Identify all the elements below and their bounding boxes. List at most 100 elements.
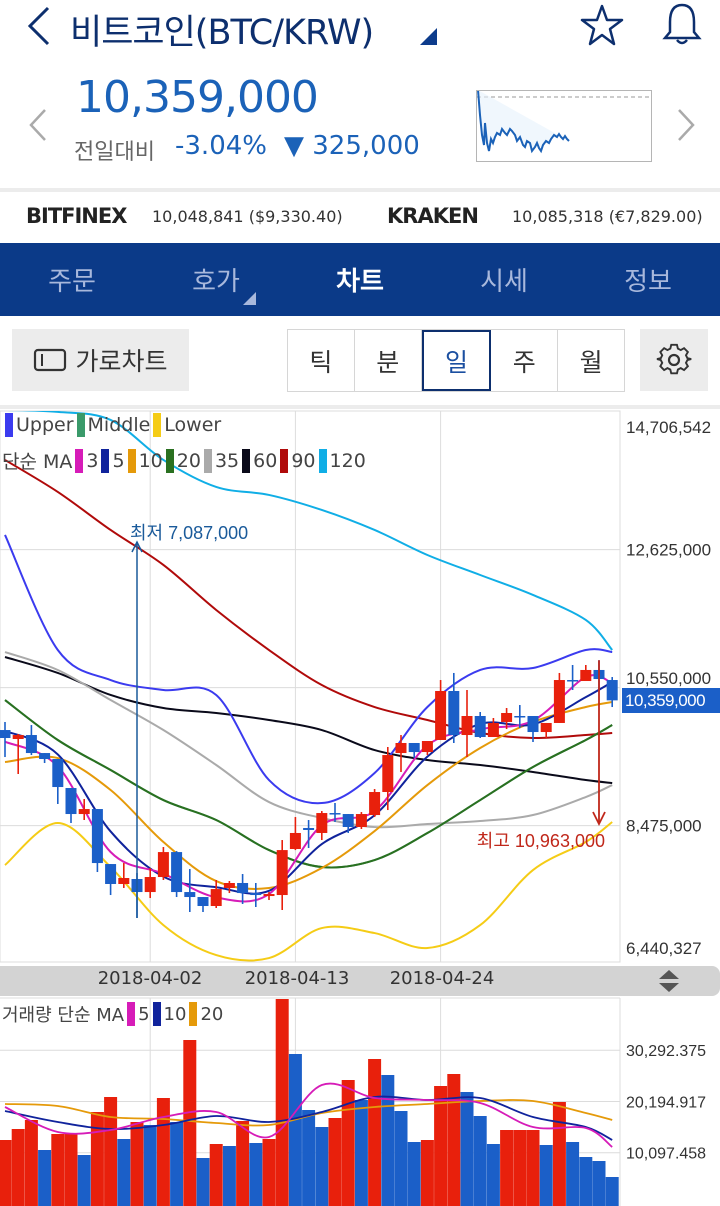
volume-bar <box>460 1092 474 1206</box>
next-coin-chevron-icon[interactable] <box>676 108 696 142</box>
candle-body <box>39 753 51 760</box>
volume-bar <box>539 1145 553 1206</box>
candle-body <box>105 864 117 884</box>
legend-ma3: 3 <box>86 449 99 472</box>
volume-bar <box>434 1086 448 1206</box>
ma-line-3 <box>4 674 613 903</box>
volume-ma-line-10 <box>4 1095 613 1141</box>
chart-settings-button[interactable] <box>640 329 708 391</box>
volume-plot <box>0 999 619 1206</box>
candle-body <box>65 788 77 815</box>
volume-bar <box>156 1098 170 1206</box>
star-icon[interactable] <box>580 4 624 46</box>
volume-bar <box>117 1139 131 1206</box>
previous-coin-chevron-icon[interactable] <box>28 108 48 142</box>
ma-line-60 <box>4 656 613 785</box>
price-tick: 8,475,000 <box>626 817 702 836</box>
landscape-chart-button[interactable]: 가로차트 <box>12 329 189 391</box>
candle-body <box>382 755 394 793</box>
candle-body <box>91 809 103 864</box>
ma-legend: 단순 MA 3 5 10 20 35 60 90 120 <box>2 447 366 474</box>
title-dropdown-caret-icon[interactable] <box>420 28 437 45</box>
candle-body <box>329 813 341 815</box>
tab-order[interactable]: 주문 <box>48 267 96 297</box>
gear-icon <box>656 343 692 375</box>
ma5-swatch <box>101 448 110 473</box>
tab-chart[interactable]: 차트 <box>336 267 384 297</box>
candle-body <box>355 814 367 827</box>
price-tick: 6,440,327 <box>626 939 702 958</box>
volume-ma-line-20 <box>4 1099 613 1127</box>
candle-body <box>237 882 249 894</box>
upper-swatch <box>5 413 13 437</box>
bell-icon[interactable] <box>662 2 702 46</box>
volume-bar <box>24 1120 38 1206</box>
ma120-swatch <box>318 448 327 473</box>
low-annotation-label: 최저 7,087,000 <box>130 523 248 543</box>
volume-bar <box>381 1075 395 1206</box>
volume-bar <box>315 1127 329 1206</box>
candle-body <box>118 878 130 884</box>
bollinger-legend: Upper Middle Lower <box>2 413 221 437</box>
period-day[interactable]: 일 <box>421 330 492 391</box>
ma-legend-title: 단순 MA <box>2 451 73 473</box>
volume-tick: 10,097.458 <box>626 1146 706 1163</box>
candle-body <box>52 759 64 788</box>
resize-handle-icon[interactable] <box>654 968 684 994</box>
period-week[interactable]: 주 <box>491 330 559 391</box>
candle-body <box>395 742 407 754</box>
tab-market[interactable]: 시세 <box>480 267 528 297</box>
tab-orderbook[interactable]: 호가 <box>192 267 240 297</box>
page-title[interactable]: 비트코인(BTC/KRW) <box>70 13 374 53</box>
price-plot <box>0 411 618 962</box>
date-axis-bar[interactable]: 2018-04-02 2018-04-13 2018-04-24 <box>0 966 720 996</box>
price-plot-frame <box>0 410 621 963</box>
volume-bar <box>288 1054 302 1206</box>
candle-body <box>250 893 262 896</box>
middle-swatch <box>76 413 85 437</box>
exchange-name-bitfinex: BITFINEX <box>26 204 127 228</box>
volume-bar <box>579 1157 593 1206</box>
legend-lower: Lower <box>164 414 222 436</box>
ma20-swatch <box>165 448 174 473</box>
lower-swatch <box>153 413 162 437</box>
mini-price-chart[interactable] <box>476 89 652 162</box>
legend-vol-ma10: 10 <box>163 1003 187 1025</box>
volume-legend: 거래량 단순 MA 5 10 20 <box>2 1001 223 1027</box>
landscape-chart-label: 가로차트 <box>75 347 168 376</box>
volume-tick: 30,292.375 <box>626 1043 706 1060</box>
period-month[interactable]: 월 <box>579 347 603 377</box>
volume-bar <box>196 1158 210 1206</box>
candle-body <box>144 877 156 893</box>
candle-body <box>0 730 11 739</box>
low-arrow-head <box>131 540 143 553</box>
candle-body <box>580 669 592 682</box>
candle-body <box>342 814 354 827</box>
period-tick[interactable]: 틱 <box>288 330 355 391</box>
candle-body <box>276 850 288 896</box>
price-tick: 14,706,542 <box>626 418 711 437</box>
volume-bar <box>90 1112 104 1206</box>
candle-body <box>78 809 90 815</box>
candle-body <box>289 832 301 850</box>
candle-body <box>553 680 565 723</box>
current-price: 10,359,000 <box>76 72 319 123</box>
volume-ma-line-5 <box>4 1082 613 1148</box>
back-chevron-icon[interactable] <box>24 6 54 46</box>
volume-bar <box>302 1110 316 1206</box>
high-annotation-label: 최고 10,963,000 <box>477 831 605 851</box>
volume-bar <box>64 1133 78 1206</box>
candle-body <box>461 715 473 736</box>
candle-body <box>435 690 447 741</box>
volume-bar <box>394 1111 408 1206</box>
price-tick: 10,550,000 <box>626 669 711 688</box>
period-minute[interactable]: 분 <box>355 330 422 391</box>
tab-info[interactable]: 정보 <box>624 267 672 297</box>
vol-ma5-swatch <box>127 1002 136 1026</box>
volume-bar <box>275 999 289 1206</box>
candle-body <box>487 722 499 738</box>
candle-body <box>514 715 526 718</box>
volume-bar <box>209 1144 223 1206</box>
candle-body <box>421 741 433 753</box>
